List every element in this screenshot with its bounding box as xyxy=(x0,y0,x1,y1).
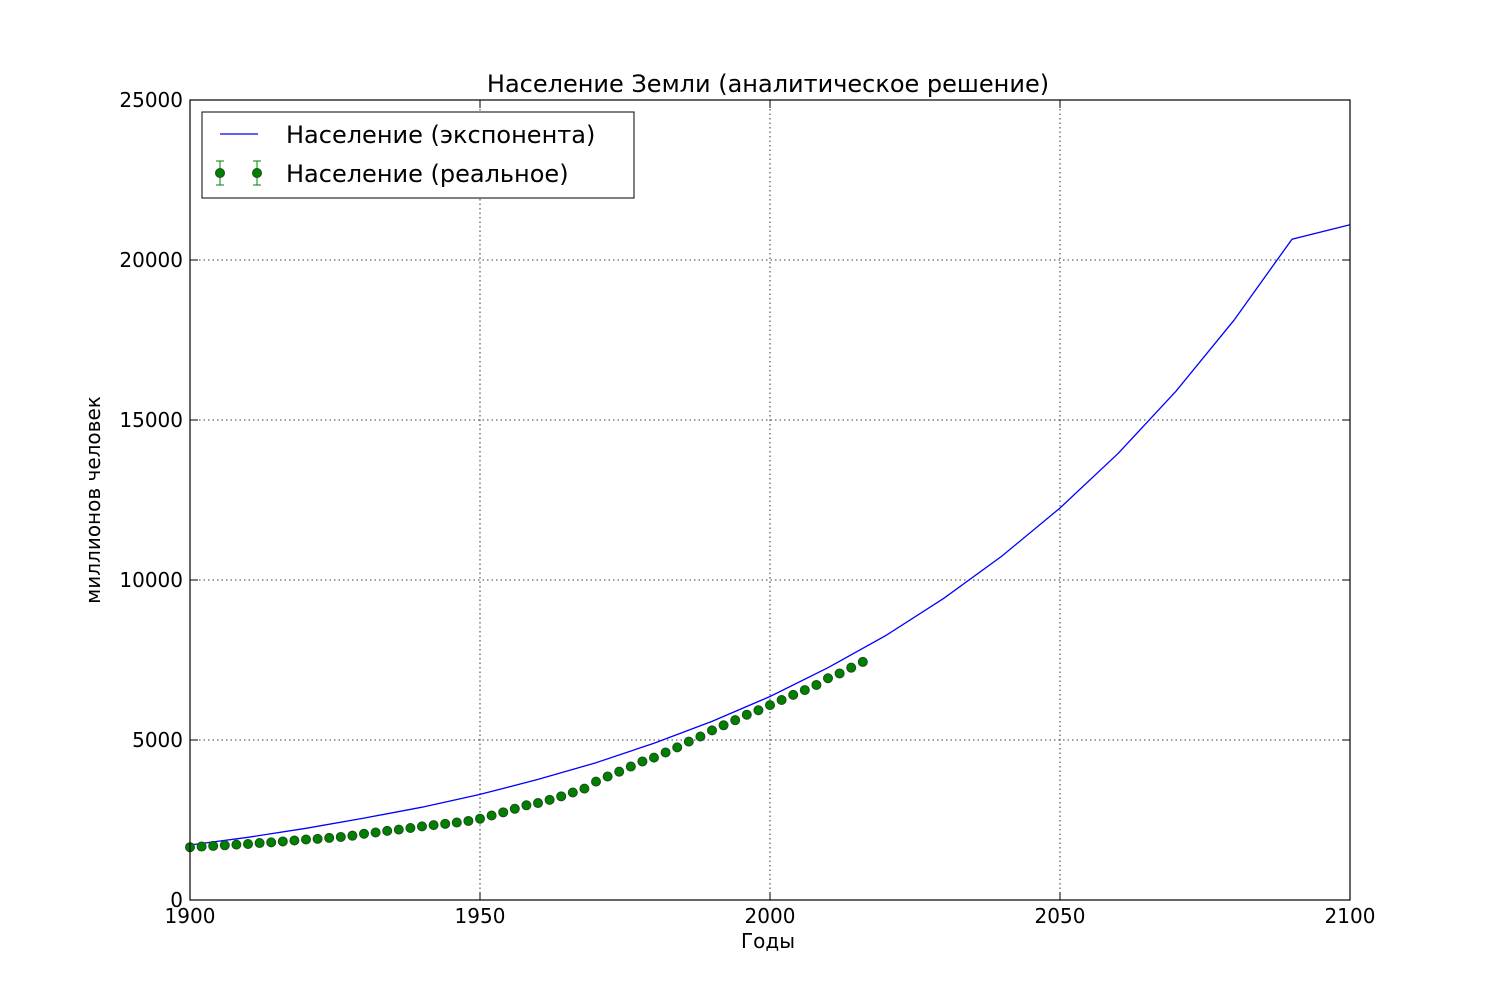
data-point xyxy=(765,700,775,711)
data-point xyxy=(660,747,671,758)
x-tick-label: 1900 xyxy=(165,904,216,928)
data-point xyxy=(509,803,520,814)
data-point xyxy=(776,695,787,705)
y-tick-label: 20000 xyxy=(119,248,183,272)
legend-box xyxy=(201,111,635,199)
data-point xyxy=(707,725,717,736)
legend-label-model: Население (экспонента) xyxy=(286,121,595,149)
data-point xyxy=(533,798,543,809)
data-point xyxy=(521,800,532,811)
data-point xyxy=(393,824,404,835)
data-point xyxy=(382,825,393,836)
data-point xyxy=(196,841,207,852)
data-point xyxy=(811,679,822,690)
data-point xyxy=(614,766,625,777)
data-point xyxy=(301,834,311,845)
data-point xyxy=(486,810,497,821)
data-point xyxy=(417,821,427,832)
data-point xyxy=(823,673,833,684)
data-point xyxy=(695,731,706,742)
data-point xyxy=(579,783,590,794)
data-point xyxy=(730,715,741,726)
data-point xyxy=(556,791,567,802)
x-tick-label: 2100 xyxy=(1325,904,1376,928)
legend-label-observed: Население (реальное) xyxy=(286,160,569,188)
data-point xyxy=(741,709,752,720)
data-point xyxy=(266,837,277,848)
data-point xyxy=(359,828,369,839)
data-point xyxy=(370,827,381,838)
data-point xyxy=(683,736,694,747)
plot-area xyxy=(185,224,1351,853)
data-point xyxy=(324,832,335,843)
data-point xyxy=(347,830,358,841)
data-point xyxy=(788,689,799,700)
data-point xyxy=(498,807,509,818)
data-point xyxy=(846,662,857,673)
data-point xyxy=(312,833,323,844)
data-point xyxy=(753,705,764,716)
x-tick-label: 2050 xyxy=(1035,904,1086,928)
grid xyxy=(190,100,1350,900)
data-point xyxy=(591,776,601,787)
data-point xyxy=(602,771,613,782)
data-point xyxy=(231,839,242,850)
data-point xyxy=(544,794,555,805)
data-point xyxy=(243,839,253,849)
x-tick-label: 1950 xyxy=(455,904,506,928)
data-point xyxy=(428,820,439,831)
data-point xyxy=(799,685,810,696)
y-tick-label: 25000 xyxy=(119,88,183,112)
y-tick-label: 5000 xyxy=(132,728,183,752)
data-point xyxy=(625,761,636,772)
data-point xyxy=(567,787,578,798)
data-point xyxy=(289,835,300,846)
series-observed xyxy=(185,656,868,853)
data-point xyxy=(254,838,265,849)
data-point xyxy=(451,817,462,828)
legend: Население (экспонента) Население (реальн… xyxy=(201,111,635,199)
y-tick-label: 10000 xyxy=(119,568,183,592)
data-point xyxy=(475,813,485,824)
y-axis-label: миллионов человек xyxy=(81,396,105,604)
y-tick-label: 0 xyxy=(170,888,183,912)
data-point xyxy=(672,742,683,753)
data-point xyxy=(405,823,416,833)
legend-errorbar-swatch xyxy=(215,160,262,186)
data-point xyxy=(718,720,729,731)
x-axis-label: Годы xyxy=(741,929,795,953)
data-point xyxy=(649,752,659,763)
data-point xyxy=(857,656,868,667)
data-point xyxy=(219,840,230,851)
data-point xyxy=(335,831,346,842)
data-point xyxy=(208,840,219,851)
x-tick-label: 2000 xyxy=(745,904,796,928)
y-tick-label: 15000 xyxy=(119,408,183,432)
data-point xyxy=(277,836,288,847)
data-point xyxy=(440,818,451,829)
ticks: 1900 1950 2000 2050 2100 0 5000 10000 15000 20000… xyxy=(119,88,1375,928)
data-point xyxy=(637,756,648,767)
data-point xyxy=(834,668,845,679)
chart-title: Население Земли (аналитическое решение) xyxy=(487,70,1049,98)
series-line-model xyxy=(189,224,1351,846)
data-point xyxy=(463,815,474,826)
